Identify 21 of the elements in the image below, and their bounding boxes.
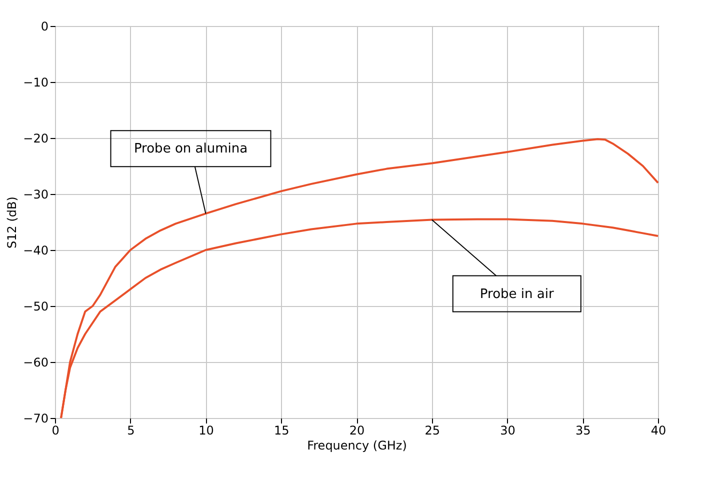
y-tick-label: −40 — [23, 244, 48, 258]
x-tick-label: 30 — [500, 424, 516, 438]
x-tick-label: 5 — [127, 424, 135, 438]
x-tick-label: 35 — [575, 424, 591, 438]
y-tick-label: −10 — [23, 76, 48, 90]
annotation: Probe on alumina — [134, 142, 248, 157]
x-tick-label: 25 — [424, 424, 440, 438]
x-axis-title: Frequency (GHz) — [307, 438, 407, 452]
y-tick-label: 0 — [40, 20, 48, 34]
x-tick-label: 10 — [198, 424, 214, 438]
x-tick-label: 0 — [52, 424, 60, 438]
y-axis-title: S12 (dB) — [5, 196, 20, 248]
x-tick-label: 15 — [274, 424, 290, 438]
y-tick-label: −50 — [23, 300, 48, 314]
x-tick-label: 40 — [650, 424, 666, 438]
annotation: Probe in air — [480, 286, 554, 302]
y-tick-label: −30 — [23, 188, 48, 202]
y-tick-label: −20 — [23, 132, 48, 146]
y-tick-label: −60 — [23, 356, 48, 370]
y-tick-label: −70 — [23, 412, 48, 426]
x-tick-label: 20 — [349, 424, 365, 438]
